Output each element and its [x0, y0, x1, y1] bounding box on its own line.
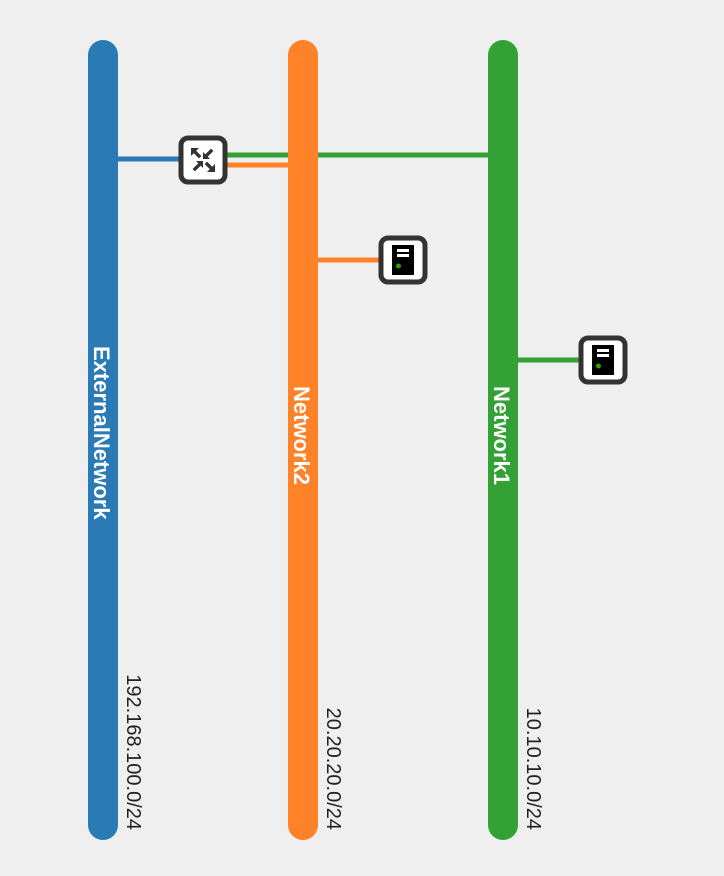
node-frame[interactable] [178, 135, 228, 185]
network-name: Network2 [289, 386, 314, 485]
network-bar[interactable] [288, 40, 318, 840]
network-name: ExternalNetwork [89, 346, 114, 520]
network-cidr: 10.10.10.0/24 [522, 708, 544, 830]
router-icon [191, 148, 215, 172]
network-bar[interactable] [488, 40, 518, 840]
network-name: Network1 [489, 386, 514, 485]
network-external[interactable]: ExternalNetwork 192.168.100.0/24 [88, 40, 144, 840]
instance-node-network2[interactable] [378, 235, 428, 285]
network-network2[interactable]: Network2 20.20.20.0/24 [288, 40, 344, 840]
network-cidr: 20.20.20.0/24 [322, 708, 344, 830]
links [118, 152, 582, 363]
instance-node-network1[interactable] [578, 335, 628, 385]
network-bar[interactable] [88, 40, 118, 840]
router-node[interactable] [178, 135, 228, 185]
server-icon [392, 245, 414, 275]
network-cidr: 192.168.100.0/24 [122, 674, 144, 830]
network-network1[interactable]: Network1 10.10.10.0/24 [488, 40, 544, 840]
server-icon [592, 345, 614, 375]
